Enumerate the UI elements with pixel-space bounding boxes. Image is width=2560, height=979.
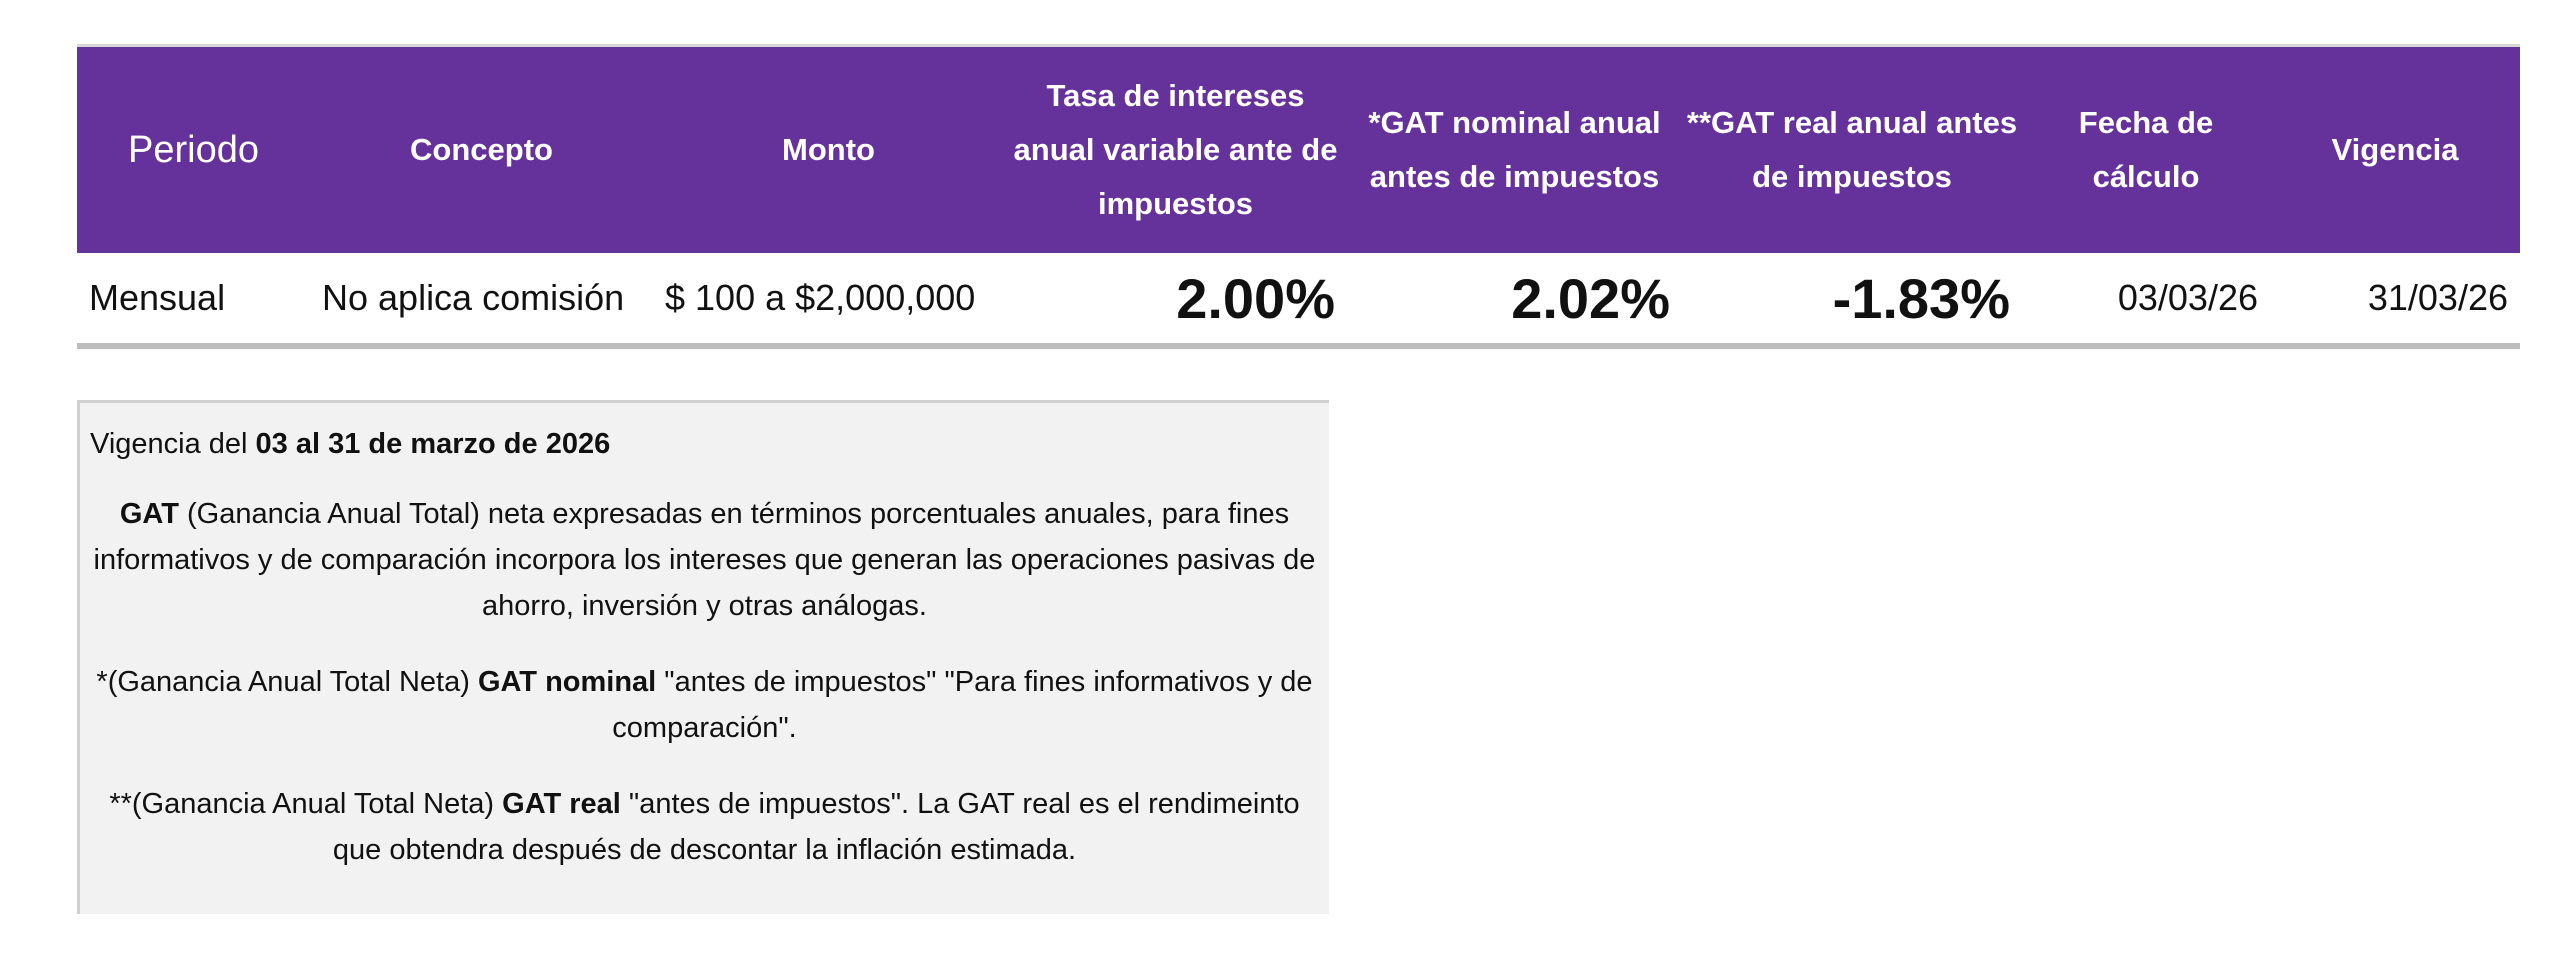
table-cell: 2.02% [1511,266,1670,330]
note-text: *(Ganancia Anual Total Neta) [96,666,478,698]
note-bold-text: 03 al 31 de marzo de 2026 [255,428,611,460]
note-paragraph: Vigencia del 03 al 31 de marzo de 2026 [90,421,1319,467]
table-cell: No aplica comisión [322,277,625,318]
note-paragraph: GAT (Ganancia Anual Total) neta expresad… [90,491,1319,629]
note-text: **(Ganancia Anual Total Neta) [109,788,503,820]
note-bold-text: GAT nominal [477,666,657,698]
header-cell: Periodo [128,129,259,171]
table-cell: 31/03/26 [2367,277,2508,318]
table-cell: 2.00% [1176,266,1335,330]
notes-box: Vigencia del 03 al 31 de marzo de 2026 GA… [77,400,1329,914]
rates-table: Periodo Concepto Monto Tasa de intereses an… [77,44,2520,349]
header-cell: Monto [782,132,875,167]
table-cell: $ 100 a $2,000,000 [665,277,976,318]
note-bold-text: GAT [119,498,179,530]
note-bold-text: GAT real [502,788,621,820]
header-cell: Concepto [410,132,553,167]
table-cell: Mensual [89,277,226,318]
header-cell: Fecha de cálculo [2078,105,2214,194]
note-text: Vigencia del [90,428,256,460]
table-row: Mensual No aplica comisión $ 100 a $2,000,… [77,253,2520,349]
note-text: "antes de impuestos". La GAT real es el … [332,788,1300,866]
header-cell: *GAT nominal anual antes de impuestos [1368,105,1661,194]
header-cell: **GAT real anual antes de impuestos [1686,105,2018,194]
header-cell: Vigencia [2331,132,2459,167]
note-text: (Ganancia Anual Total) neta expresadas e… [93,498,1316,622]
header-cell: Tasa de intereses anual variable ante de… [1013,78,1338,221]
note-paragraph: **(Ganancia Anual Total Neta) GAT real "… [90,781,1319,873]
table-cell: 03/03/26 [2117,277,2258,318]
note-text: "antes de impuestos" "Para fines informa… [612,666,1313,744]
table-cell: -1.83% [1832,266,2010,330]
note-paragraph: *(Ganancia Anual Total Neta) GAT nominal… [90,659,1319,751]
table-header: Periodo Concepto Monto Tasa de intereses an… [77,44,2520,253]
